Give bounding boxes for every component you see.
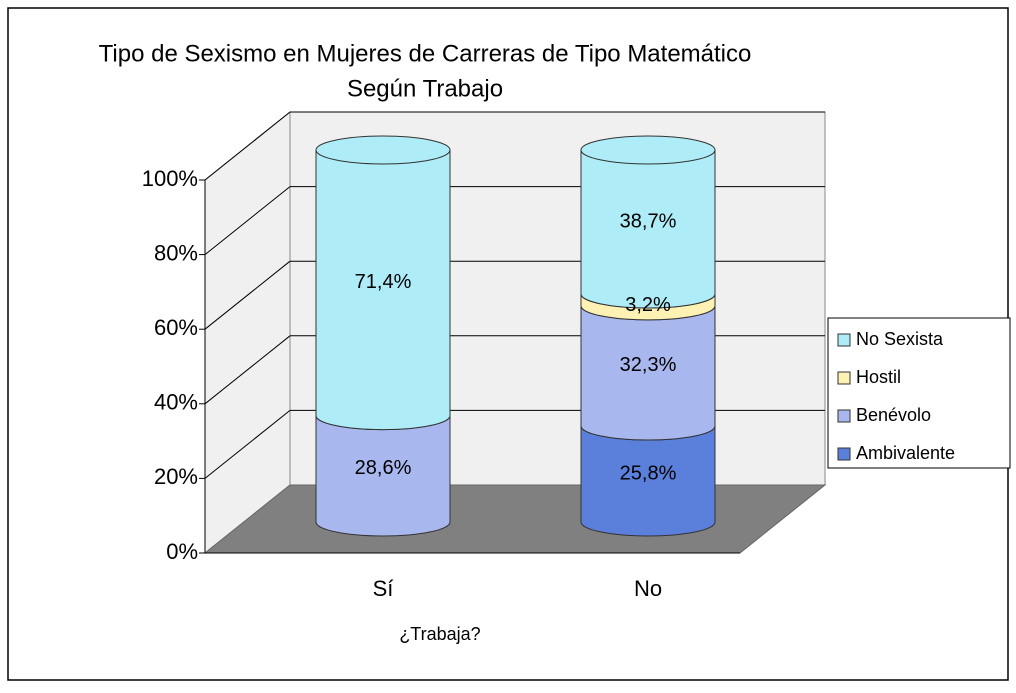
- data-label: 38,7%: [620, 210, 677, 232]
- y-tick-label: 100%: [142, 166, 198, 191]
- x-axis-title: ¿Trabaja?: [399, 624, 480, 644]
- x-tick-label: No: [634, 576, 662, 601]
- cylinder-body: [315, 149, 451, 431]
- legend-swatch: [837, 333, 851, 347]
- x-tick-label: Sí: [373, 576, 394, 601]
- data-label: 28,6%: [355, 457, 412, 479]
- data-label: 3,2%: [625, 294, 671, 316]
- legend-label: No Sexista: [856, 329, 944, 349]
- grid-line: [204, 186, 291, 255]
- y-tick-label: 0%: [166, 539, 198, 564]
- floor: [203, 484, 827, 554]
- grid-line: [204, 410, 291, 479]
- cylinder-top: [315, 135, 451, 165]
- cylinder-body: [315, 415, 451, 537]
- legend-swatch: [837, 447, 851, 461]
- y-tick-label: 80%: [154, 240, 198, 265]
- legend-swatch: [837, 409, 851, 423]
- cylinder-body: [580, 425, 716, 537]
- data-label: 32,3%: [620, 354, 677, 376]
- y-tick-label: 20%: [154, 464, 198, 489]
- grid-line: [204, 260, 291, 330]
- data-label: 71,4%: [355, 271, 412, 293]
- data-label: 25,8%: [620, 462, 677, 484]
- cylinder-segment: [580, 135, 716, 309]
- grid-line: [204, 111, 291, 181]
- legend-label: Benévolo: [856, 405, 931, 425]
- grid-line: [204, 335, 291, 405]
- cylinder-top: [580, 135, 716, 165]
- cylinder-body: [580, 149, 716, 309]
- legend-label: Hostil: [856, 367, 901, 387]
- side-wall: [204, 110, 291, 555]
- legend-label: Ambivalente: [856, 443, 955, 463]
- y-tick-label: 60%: [154, 315, 198, 340]
- legend-swatch: [837, 371, 851, 385]
- chart-title: Tipo de Sexismo en Mujeres de Carreras d…: [99, 40, 752, 67]
- y-tick-label: 40%: [154, 390, 198, 415]
- legend: [827, 317, 1011, 469]
- chart-subtitle: Según Trabajo: [347, 75, 503, 102]
- cylinder-body: [580, 305, 716, 441]
- cylinder-segment: [315, 135, 451, 431]
